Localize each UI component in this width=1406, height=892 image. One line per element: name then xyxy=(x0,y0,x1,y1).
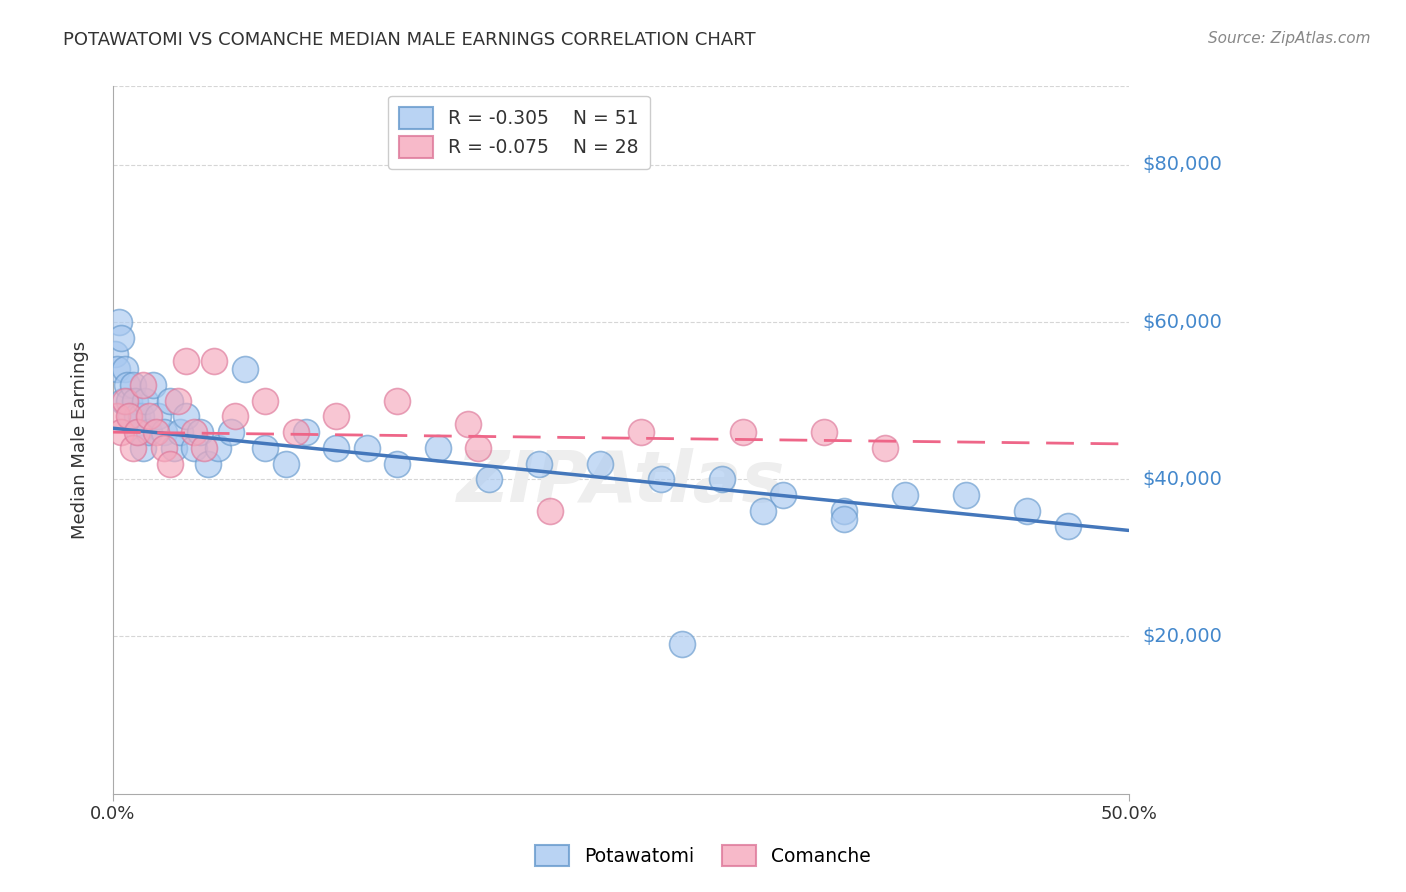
Point xyxy=(108,315,131,329)
Point xyxy=(110,425,132,439)
Point xyxy=(426,441,449,455)
Point xyxy=(188,425,211,439)
Text: $40,000: $40,000 xyxy=(1143,470,1222,489)
Point xyxy=(193,441,215,455)
Point xyxy=(166,393,188,408)
Point xyxy=(183,441,205,455)
Point xyxy=(671,637,693,651)
Point xyxy=(169,425,191,439)
Point xyxy=(538,504,561,518)
Point xyxy=(159,457,181,471)
Point xyxy=(128,425,150,439)
Text: $60,000: $60,000 xyxy=(1143,312,1222,332)
Point xyxy=(529,457,551,471)
Point xyxy=(138,425,160,439)
Point xyxy=(183,425,205,439)
Point xyxy=(356,441,378,455)
Point xyxy=(120,409,142,424)
Legend: R = -0.305    N = 51, R = -0.075    N = 28: R = -0.305 N = 51, R = -0.075 N = 28 xyxy=(388,95,650,169)
Point xyxy=(114,362,136,376)
Point xyxy=(152,425,174,439)
Point xyxy=(114,393,136,408)
Point xyxy=(295,425,318,439)
Point xyxy=(134,393,156,408)
Point xyxy=(772,488,794,502)
Text: Source: ZipAtlas.com: Source: ZipAtlas.com xyxy=(1208,31,1371,46)
Point xyxy=(387,457,409,471)
Point xyxy=(152,441,174,455)
Point xyxy=(105,362,128,376)
Point xyxy=(110,331,132,345)
Point xyxy=(124,393,146,408)
Point xyxy=(174,409,197,424)
Point xyxy=(254,441,277,455)
Text: POTAWATOMI VS COMANCHE MEDIAN MALE EARNINGS CORRELATION CHART: POTAWATOMI VS COMANCHE MEDIAN MALE EARNI… xyxy=(63,31,756,49)
Point xyxy=(115,378,138,392)
Point xyxy=(325,409,347,424)
Y-axis label: Median Male Earnings: Median Male Earnings xyxy=(72,341,89,539)
Point xyxy=(589,457,612,471)
Point xyxy=(127,409,149,424)
Point xyxy=(832,511,855,525)
Point xyxy=(254,393,277,408)
Point xyxy=(813,425,835,439)
Point xyxy=(111,393,134,408)
Point xyxy=(174,354,197,368)
Point xyxy=(129,409,152,424)
Point xyxy=(224,409,246,424)
Point xyxy=(873,441,896,455)
Point xyxy=(159,393,181,408)
Point xyxy=(752,504,775,518)
Point xyxy=(145,425,167,439)
Point xyxy=(467,441,489,455)
Point xyxy=(219,425,242,439)
Point xyxy=(127,425,149,439)
Text: $80,000: $80,000 xyxy=(1143,155,1222,175)
Point xyxy=(207,441,229,455)
Point xyxy=(105,409,128,424)
Point xyxy=(132,378,155,392)
Point xyxy=(274,457,297,471)
Point xyxy=(1056,519,1078,533)
Point xyxy=(197,457,219,471)
Point xyxy=(832,504,855,518)
Point xyxy=(122,441,145,455)
Point xyxy=(387,393,409,408)
Point xyxy=(955,488,977,502)
Point xyxy=(104,346,127,360)
Point xyxy=(122,378,145,392)
Point xyxy=(142,378,165,392)
Point xyxy=(163,441,186,455)
Point xyxy=(731,425,754,439)
Point xyxy=(204,354,226,368)
Point xyxy=(132,441,155,455)
Point xyxy=(894,488,917,502)
Point xyxy=(711,472,734,486)
Point xyxy=(233,362,256,376)
Point xyxy=(118,393,141,408)
Point xyxy=(650,472,672,486)
Point xyxy=(146,409,169,424)
Point xyxy=(284,425,307,439)
Point xyxy=(118,409,141,424)
Point xyxy=(1015,504,1038,518)
Point xyxy=(457,417,479,432)
Legend: Potawatomi, Comanche: Potawatomi, Comanche xyxy=(527,837,879,873)
Point xyxy=(630,425,652,439)
Point xyxy=(325,441,347,455)
Point xyxy=(138,409,160,424)
Text: ZIPAtlas: ZIPAtlas xyxy=(457,448,785,517)
Point xyxy=(478,472,501,486)
Text: $20,000: $20,000 xyxy=(1143,627,1222,646)
